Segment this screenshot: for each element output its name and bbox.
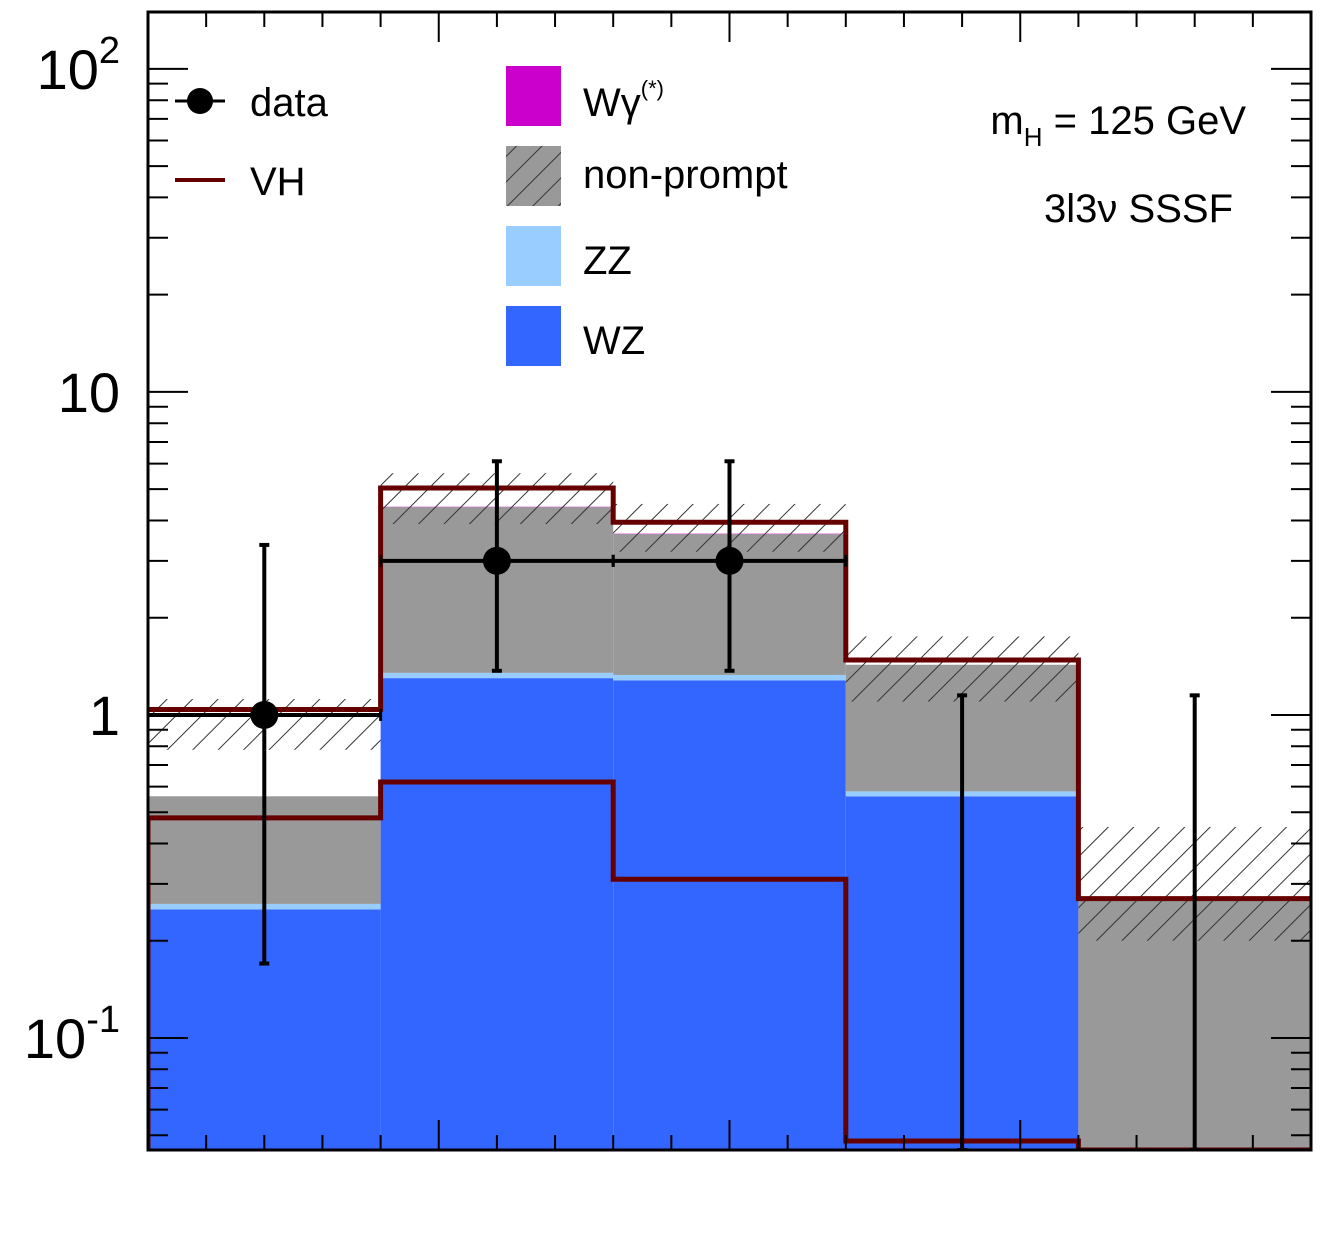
legend-label-nonprompt: non-prompt <box>583 153 788 197</box>
y-tick-label-exp: 2 <box>99 30 120 72</box>
legend-entry-wz: WZ <box>506 306 645 366</box>
y-tick-label-base: 10 <box>37 38 99 101</box>
legend-label-vh: VH <box>250 160 306 204</box>
mass-label-suffix: = 125 GeV <box>1043 99 1247 143</box>
bar-wz-bin-2 <box>613 680 846 1150</box>
mass-label-sub: H <box>1024 122 1043 152</box>
y-tick-label: 1 <box>89 684 120 747</box>
bar-zz-bin-2 <box>613 674 846 681</box>
mass-label: mH = 125 GeV <box>990 99 1246 152</box>
legend-entry-zz: ZZ <box>506 226 632 286</box>
legend-entry-data: data <box>175 81 329 125</box>
data-point-2 <box>715 546 744 575</box>
y-tick-label: 10-1 <box>24 999 120 1070</box>
bar-wz-bin-1 <box>380 678 614 1150</box>
legend-label-wgamma-sup: (*) <box>641 76 664 101</box>
legend-label-wgamma: Wγ(*) <box>583 76 664 125</box>
legend-label-data: data <box>250 81 329 125</box>
legend: data VH Wγ(*) non-prompt ZZ WZ <box>175 66 788 366</box>
legend-label-wgamma-base: Wγ <box>583 81 641 125</box>
plot-area <box>148 459 1311 1150</box>
legend-wgamma-swatch <box>506 66 561 126</box>
legend-data-marker <box>187 88 213 114</box>
legend-wz-swatch <box>506 306 561 366</box>
legend-zz-swatch <box>506 226 561 286</box>
legend-entry-nonprompt: non-prompt <box>506 146 788 206</box>
legend-nonprompt-hatch <box>506 146 561 206</box>
y-tick-label-base: 10 <box>24 1007 86 1070</box>
channel-label: 3l3ν SSSF <box>1044 187 1233 231</box>
legend-label-wz: WZ <box>583 319 645 363</box>
legend-label-zz: ZZ <box>583 239 632 283</box>
y-tick-label-base: 10 <box>58 361 120 424</box>
bar-zz-bin-1 <box>380 672 614 679</box>
legend-entry-vh: VH <box>175 160 306 204</box>
y-tick-label: 102 <box>37 30 120 101</box>
data-point-1 <box>482 546 511 575</box>
data-point-0 <box>250 700 279 729</box>
y-tick-label-base: 1 <box>89 684 120 747</box>
y-tick-label: 10 <box>58 361 120 424</box>
mass-label-prefix: m <box>990 99 1023 143</box>
uncertainty-band-bin-3 <box>845 636 1079 702</box>
y-tick-label-exp: -1 <box>86 999 120 1041</box>
annotations: mH = 125 GeV 3l3ν SSSF <box>990 99 1246 231</box>
legend-entry-wgamma: Wγ(*) <box>506 66 664 126</box>
